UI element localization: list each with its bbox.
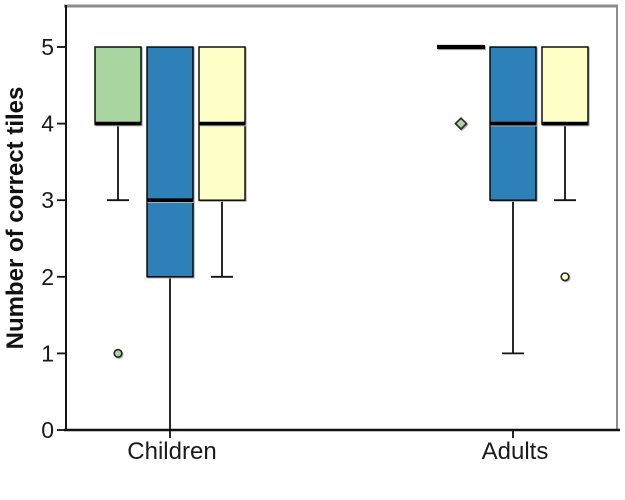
y-tick-label: 0 bbox=[41, 417, 54, 443]
x-tick-label-children: Children bbox=[127, 438, 216, 465]
y-tick-label: 3 bbox=[41, 187, 54, 213]
box-green-children bbox=[94, 46, 142, 125]
outlier-circle-yellow-adults bbox=[560, 272, 570, 282]
outlier-diamond-green-adults bbox=[454, 116, 468, 131]
box-yellow-adults bbox=[541, 46, 589, 125]
y-tick-label: 5 bbox=[41, 34, 54, 60]
y-tick-label: 2 bbox=[41, 264, 54, 290]
box-blue-children bbox=[146, 46, 194, 278]
outlier-circle-green-children bbox=[113, 348, 123, 359]
x-tick-label-adults: Adults bbox=[482, 438, 549, 465]
y-tick-label: 1 bbox=[41, 340, 54, 366]
y-tick-label: 4 bbox=[41, 111, 54, 137]
y-axis-title: Number of correct tiles bbox=[2, 86, 29, 350]
